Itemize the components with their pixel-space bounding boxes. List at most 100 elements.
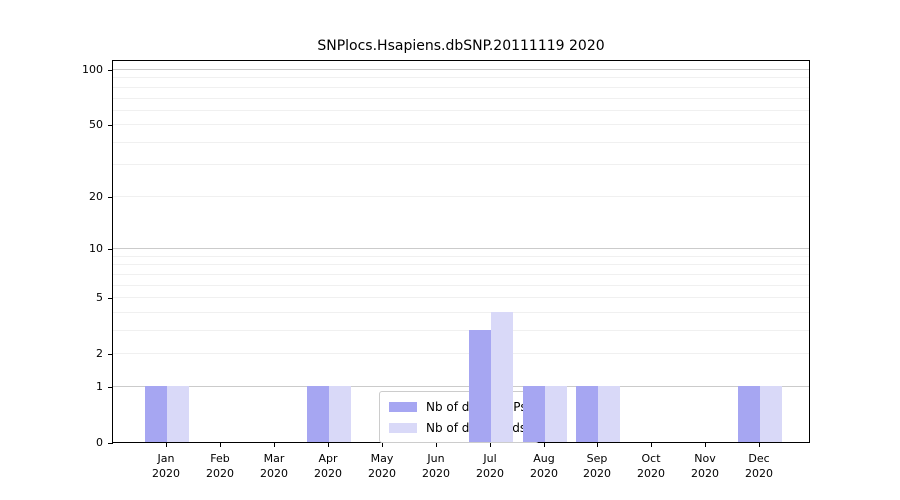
bar-aug-distinct-ips <box>522 385 545 442</box>
y-tick-label: 5 <box>96 291 103 304</box>
bar-dec-distinct-ips <box>738 385 761 442</box>
x-tick-year: 2020 <box>583 467 611 480</box>
bar-jul-downloads <box>490 311 513 442</box>
x-tick <box>705 443 706 447</box>
bar-sep-distinct-ips <box>576 385 599 442</box>
gridline-minor <box>113 329 809 331</box>
x-tick <box>651 443 652 447</box>
x-tick-label: May 2020 <box>354 451 410 481</box>
x-tick-label: Mar 2020 <box>246 451 302 481</box>
y-tick-label: 2 <box>96 347 103 360</box>
bar-jan-downloads <box>167 385 190 442</box>
x-tick-label: Dec 2020 <box>731 451 787 481</box>
x-tick-year: 2020 <box>691 467 719 480</box>
gridline-major <box>113 248 809 250</box>
x-tick-label: Jan 2020 <box>138 451 194 481</box>
x-tick-month: Jul <box>483 452 497 465</box>
bar-apr-downloads <box>328 385 351 442</box>
x-tick <box>436 443 437 447</box>
x-tick-month: Oct <box>641 452 661 465</box>
y-tick <box>108 354 113 355</box>
bar-apr-distinct-ips <box>306 385 329 442</box>
x-tick <box>544 443 545 447</box>
y-tick <box>108 125 113 126</box>
gridline-minor <box>113 297 809 299</box>
x-tick-month: Feb <box>210 452 230 465</box>
x-tick-year: 2020 <box>368 467 396 480</box>
x-tick-year: 2020 <box>745 467 773 480</box>
x-tick-year: 2020 <box>314 467 342 480</box>
legend-swatch <box>389 401 417 412</box>
gridline-major <box>113 385 809 387</box>
legend-swatch <box>389 422 417 433</box>
gridline-minor <box>113 311 809 313</box>
y-tick <box>108 443 113 444</box>
x-tick <box>220 443 221 447</box>
y-tick-label: 20 <box>89 190 103 203</box>
x-tick-year: 2020 <box>260 467 288 480</box>
y-tick <box>108 197 113 198</box>
x-tick-year: 2020 <box>152 467 180 480</box>
x-tick-label: Sep 2020 <box>569 451 625 481</box>
x-tick-label: Feb 2020 <box>192 451 248 481</box>
x-tick-month: Dec <box>748 452 770 465</box>
y-tick <box>108 249 113 250</box>
x-tick <box>490 443 491 447</box>
gridline-minor <box>113 284 809 286</box>
x-tick <box>759 443 760 447</box>
gridline-minor <box>113 255 809 257</box>
x-tick-month: Sep <box>586 452 608 465</box>
x-tick <box>382 443 383 447</box>
gridline-minor <box>113 109 809 111</box>
y-tick-label: 100 <box>82 63 103 76</box>
x-tick-label: Jul 2020 <box>462 451 518 481</box>
x-tick-label: Oct 2020 <box>623 451 679 481</box>
y-tick <box>108 70 113 71</box>
y-tick-label: 50 <box>89 118 103 131</box>
x-tick-month: Apr <box>318 452 338 465</box>
gridline-minor <box>113 86 809 88</box>
x-tick-month: Aug <box>533 452 555 465</box>
bar-jul-distinct-ips <box>468 329 491 442</box>
x-tick-year: 2020 <box>476 467 504 480</box>
x-tick-year: 2020 <box>530 467 558 480</box>
x-tick <box>166 443 167 447</box>
x-tick-label: Nov 2020 <box>677 451 733 481</box>
gridline-minor <box>113 124 809 126</box>
x-tick <box>328 443 329 447</box>
x-tick-month: Jan <box>157 452 175 465</box>
bar-jan-distinct-ips <box>145 385 168 442</box>
y-tick <box>108 387 113 388</box>
gridline-minor <box>113 273 809 275</box>
y-tick-label: 10 <box>89 242 103 255</box>
bar-sep-downloads <box>598 385 621 442</box>
gridline-minor <box>113 141 809 143</box>
gridline-minor <box>113 97 809 99</box>
x-tick <box>274 443 275 447</box>
gridline-minor <box>113 353 809 355</box>
x-tick-month: Nov <box>694 452 716 465</box>
x-tick-label: Jun 2020 <box>408 451 464 481</box>
bar-aug-downloads <box>544 385 567 442</box>
y-tick-label: 0 <box>96 436 103 449</box>
chart-title: SNPlocs.Hsapiens.dbSNP.20111119 2020 <box>317 38 605 54</box>
x-tick-label: Apr 2020 <box>300 451 356 481</box>
y-tick <box>108 298 113 299</box>
gridline-minor <box>113 195 809 197</box>
gridline-minor <box>113 77 809 79</box>
y-tick-label: 1 <box>96 380 103 393</box>
bar-dec-downloads <box>760 385 783 442</box>
x-tick-month: May <box>370 452 394 465</box>
gridline-minor <box>113 164 809 166</box>
x-tick-label: Aug 2020 <box>516 451 572 481</box>
x-tick-year: 2020 <box>637 467 665 480</box>
gridline-minor <box>113 264 809 266</box>
x-tick-month: Jun <box>427 452 445 465</box>
x-tick-year: 2020 <box>206 467 234 480</box>
gridline-major <box>113 69 809 70</box>
x-tick-year: 2020 <box>422 467 450 480</box>
x-tick-month: Mar <box>263 452 285 465</box>
